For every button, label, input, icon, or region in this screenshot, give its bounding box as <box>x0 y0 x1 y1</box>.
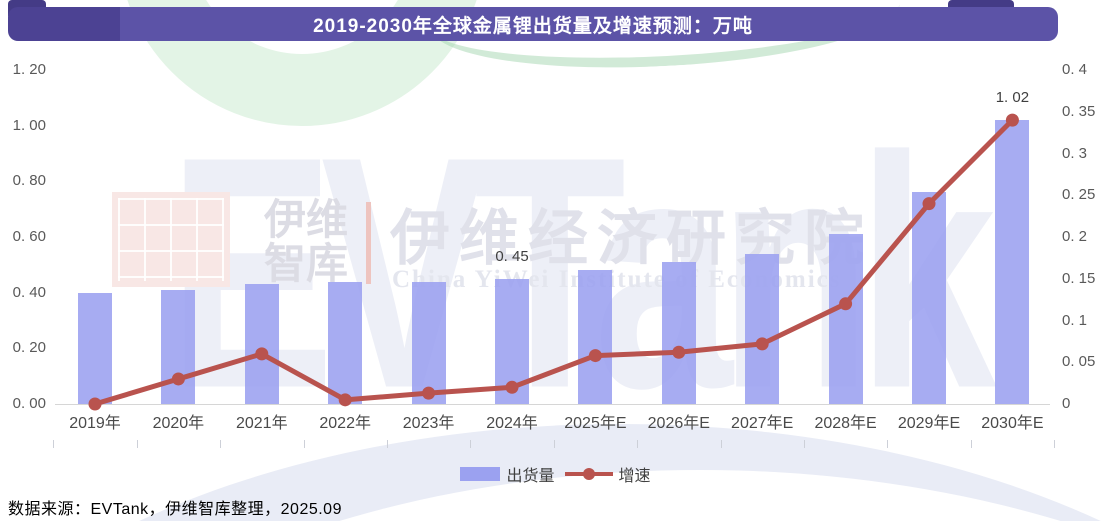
legend-label-growth: 增速 <box>618 468 651 485</box>
bar-swatch-icon <box>460 467 501 481</box>
x-axis-tick-mark <box>136 440 138 448</box>
left-axis-tick-label: 0. 40 <box>12 283 46 301</box>
x-axis-category-label: 2021年 <box>235 415 288 432</box>
x-axis-tick-mark <box>470 440 472 448</box>
legend-item-growth: 增速 <box>564 462 651 486</box>
shipment-bar <box>328 281 363 404</box>
right-axis-tick-label: 0. 35 <box>1062 102 1096 120</box>
x-axis-tick-mark <box>803 440 805 448</box>
shipment-bar <box>912 192 946 404</box>
source-note: 数据来源：EVTank，伊维智库整理，2025.09 <box>8 501 342 518</box>
left-axis-tick-label: 0. 20 <box>12 339 46 357</box>
x-axis-tick-mark <box>970 440 972 448</box>
x-axis-category-label: 2022年 <box>319 415 371 432</box>
x-axis-category-label: 2026年E <box>647 415 710 432</box>
x-axis-tick-mark <box>1054 440 1056 448</box>
shipment-bar <box>78 292 112 404</box>
left-axis-tick-label: 1. 00 <box>12 116 46 134</box>
shipment-bar <box>828 234 863 404</box>
right-axis-tick-label: 0. 25 <box>1062 186 1096 204</box>
x-axis-tick-mark <box>303 440 305 448</box>
x-axis-category-label: 2030年E <box>981 415 1044 432</box>
x-axis-category-label: 2025年E <box>564 415 627 432</box>
right-axis-tick-label: 0. 1 <box>1062 311 1088 329</box>
shipment-bar <box>661 262 696 404</box>
right-axis-tick-label: 0. 2 <box>1062 228 1088 245</box>
bar-data-label: 1. 02 <box>995 89 1030 107</box>
shipment-bar <box>411 281 446 404</box>
legend-label-shipments: 出货量 <box>506 468 555 485</box>
line-marker-icon <box>564 467 613 481</box>
x-axis-tick-mark <box>553 440 555 448</box>
x-axis-category-label: 2024年 <box>486 415 538 432</box>
x-axis-tick-mark <box>720 440 722 448</box>
shipment-bar <box>244 284 279 404</box>
x-axis-category-label: 2019年 <box>69 415 121 432</box>
x-axis-tick-mark <box>386 440 388 448</box>
right-axis-tick-label: 0 <box>1062 395 1071 412</box>
x-axis-category-label: 2020年 <box>152 415 205 432</box>
left-axis-tick-label: 0. 00 <box>12 395 46 412</box>
x-axis-category-label: 2029年E <box>897 415 961 432</box>
chart-title: 2019-2030年全球金属锂出货量及增速预测：万吨 <box>313 15 753 37</box>
left-axis-tick-label: 0. 60 <box>12 228 46 245</box>
x-axis-category-label: 2023年 <box>402 415 455 432</box>
right-axis-tick-label: 0. 4 <box>1062 61 1088 78</box>
bar-data-label: 0. 45 <box>495 247 529 265</box>
x-axis-category-label: 2027年E <box>731 415 794 432</box>
shipment-bar <box>578 270 613 404</box>
chart-legend: 出货量 增速 <box>0 462 1111 486</box>
x-axis-tick-mark <box>637 440 639 448</box>
x-axis-tick-mark <box>887 440 889 448</box>
shipment-bar <box>161 289 196 404</box>
left-axis-tick-label: 0. 80 <box>12 172 46 190</box>
right-axis-tick-label: 0. 3 <box>1062 144 1088 162</box>
right-axis-tick-label: 0. 05 <box>1062 353 1096 371</box>
left-axis-tick-label: 1. 20 <box>12 61 46 78</box>
x-axis-line <box>55 404 1050 405</box>
shipment-bar <box>745 253 780 404</box>
x-axis-category-label: 2028年E <box>814 415 877 432</box>
shipment-bar <box>495 278 529 404</box>
x-axis-tick-mark <box>53 440 55 448</box>
legend-item-shipments: 出货量 <box>460 462 555 486</box>
title-banner: 2019-2030年全球金属锂出货量及增速预测：万吨 <box>8 7 1058 41</box>
right-axis-tick-label: 0. 15 <box>1062 269 1096 287</box>
shipment-bar <box>995 120 1030 404</box>
x-axis-tick-mark <box>220 440 222 448</box>
